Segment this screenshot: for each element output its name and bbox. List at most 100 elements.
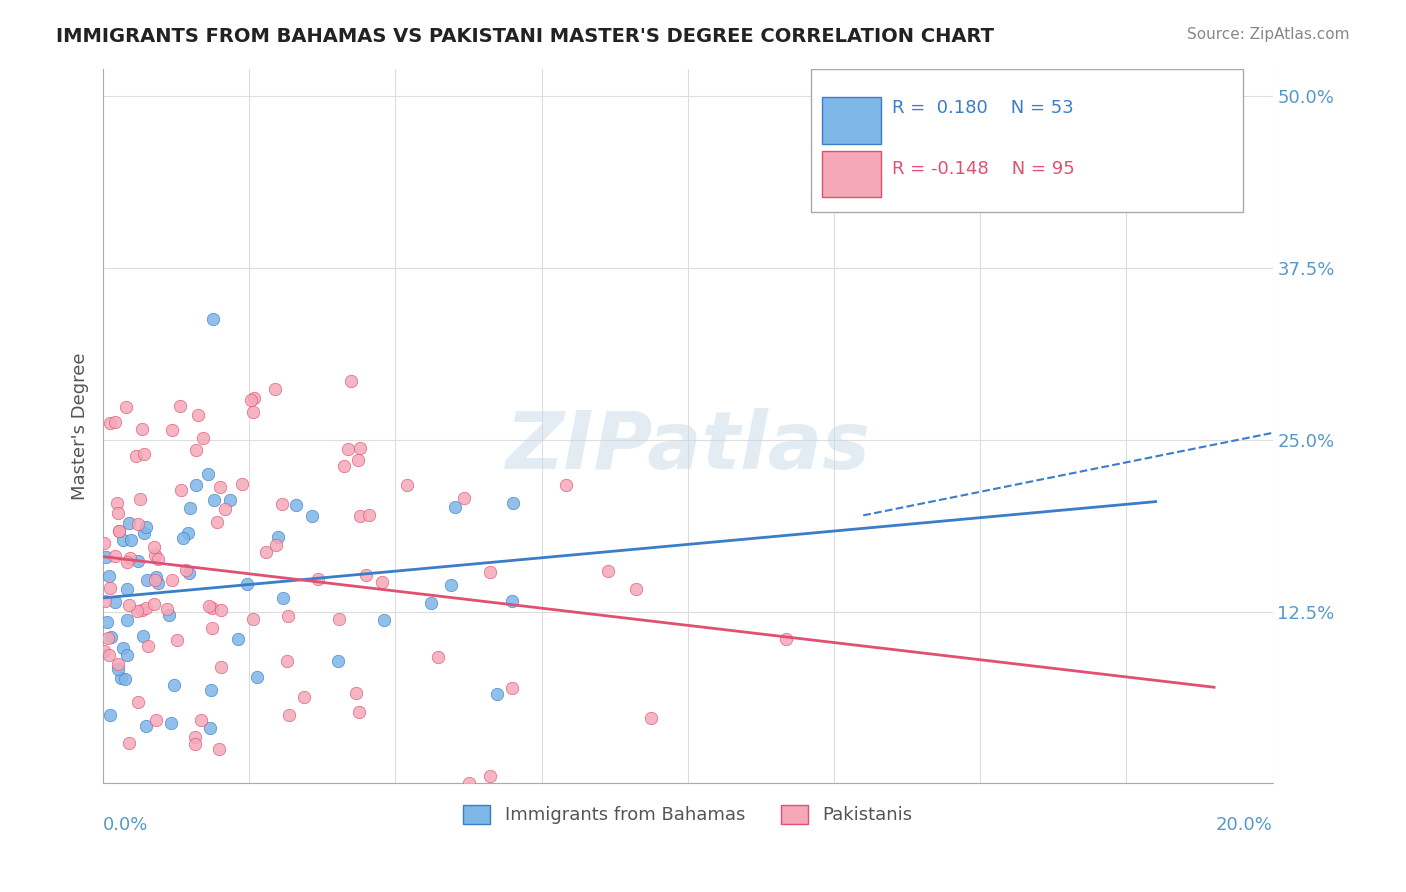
Point xyxy=(98,708,121,723)
Point xyxy=(142,597,165,611)
Point xyxy=(254,545,277,559)
Point xyxy=(143,573,166,587)
Point xyxy=(420,596,443,610)
Text: IMMIGRANTS FROM BAHAMAS VS PAKISTANI MASTER'S DEGREE CORRELATION CHART: IMMIGRANTS FROM BAHAMAS VS PAKISTANI MAS… xyxy=(56,27,994,45)
Point xyxy=(200,683,222,698)
Point xyxy=(115,648,138,662)
Point xyxy=(143,548,166,562)
Point xyxy=(444,500,467,515)
Point xyxy=(115,582,138,596)
Point xyxy=(501,681,523,695)
Point xyxy=(458,776,481,790)
Point xyxy=(127,516,149,531)
Point xyxy=(125,450,148,464)
Point xyxy=(110,671,132,685)
Point xyxy=(183,737,205,751)
Point xyxy=(184,730,207,744)
Point xyxy=(339,374,361,388)
Point xyxy=(132,447,155,461)
Point xyxy=(478,565,501,579)
Point xyxy=(201,311,224,326)
Point xyxy=(93,535,115,549)
Point xyxy=(94,549,117,564)
Point xyxy=(97,569,120,583)
Point xyxy=(111,533,134,547)
Point xyxy=(118,516,141,530)
Point xyxy=(453,491,475,505)
Point xyxy=(278,708,301,723)
Point xyxy=(395,478,418,492)
Point xyxy=(108,524,131,538)
Point xyxy=(104,595,127,609)
Text: R =  0.180    N = 53: R = 0.180 N = 53 xyxy=(893,99,1074,117)
Point xyxy=(98,417,121,431)
Point xyxy=(146,575,169,590)
Point xyxy=(136,639,159,653)
Point xyxy=(135,719,157,733)
Point xyxy=(160,716,183,731)
Point xyxy=(93,644,115,658)
Point xyxy=(596,565,619,579)
Point xyxy=(626,582,648,596)
Point xyxy=(162,423,184,437)
Point xyxy=(115,613,138,627)
Point xyxy=(117,598,139,612)
Point xyxy=(775,632,797,646)
Point xyxy=(176,526,198,541)
Point xyxy=(115,400,138,414)
Legend: Immigrants from Bahamas, Pakistanis: Immigrants from Bahamas, Pakistanis xyxy=(456,797,920,831)
Point xyxy=(118,550,141,565)
Point xyxy=(356,568,378,582)
Point xyxy=(285,498,308,512)
Point xyxy=(202,492,225,507)
Point xyxy=(131,422,153,436)
Point xyxy=(132,629,155,643)
Point xyxy=(242,612,264,626)
Point xyxy=(292,690,315,704)
Point xyxy=(127,554,149,568)
Point xyxy=(426,649,449,664)
Point xyxy=(191,431,214,445)
Text: ZIPatlas: ZIPatlas xyxy=(505,409,870,486)
Point xyxy=(162,573,184,587)
Point xyxy=(187,408,209,422)
Point xyxy=(236,576,259,591)
Point xyxy=(501,594,523,608)
Point xyxy=(371,574,394,589)
Point xyxy=(357,508,380,523)
Point xyxy=(145,714,167,728)
Point xyxy=(266,530,288,544)
Point xyxy=(486,687,509,701)
Point xyxy=(201,621,224,635)
Point xyxy=(117,555,139,569)
Point xyxy=(328,612,350,626)
Point xyxy=(264,538,287,552)
Point xyxy=(94,593,117,607)
Point xyxy=(107,657,129,671)
FancyBboxPatch shape xyxy=(811,69,1243,211)
Point xyxy=(209,603,232,617)
Point xyxy=(277,609,299,624)
Point xyxy=(231,477,253,491)
Point xyxy=(111,640,134,655)
Point xyxy=(271,591,294,606)
Point xyxy=(197,467,219,481)
Point xyxy=(243,391,266,405)
Point xyxy=(107,496,129,510)
Point xyxy=(142,540,165,554)
Point xyxy=(184,478,207,492)
Point xyxy=(502,495,524,509)
Point xyxy=(640,711,662,725)
Point xyxy=(190,713,212,727)
Point xyxy=(373,613,395,627)
Point xyxy=(207,515,229,529)
Point xyxy=(104,415,127,429)
Point xyxy=(135,600,157,615)
Point xyxy=(201,600,224,615)
Point xyxy=(209,659,232,673)
Text: R = -0.148    N = 95: R = -0.148 N = 95 xyxy=(893,160,1076,178)
Point xyxy=(174,563,197,577)
Point xyxy=(333,458,356,473)
Point xyxy=(98,648,121,662)
Point xyxy=(198,721,221,735)
